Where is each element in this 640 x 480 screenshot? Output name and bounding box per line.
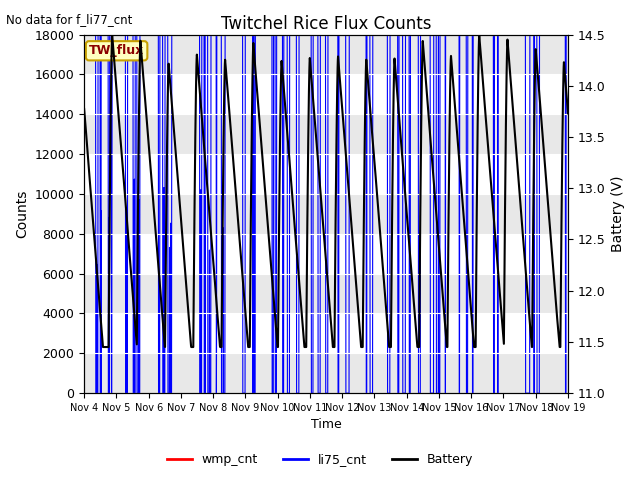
X-axis label: Time: Time	[310, 419, 341, 432]
Bar	[84, 274, 568, 313]
Title: Twitchel Rice Flux Counts: Twitchel Rice Flux Counts	[221, 15, 431, 33]
Y-axis label: Battery (V): Battery (V)	[611, 176, 625, 252]
Bar	[84, 35, 568, 74]
Bar	[84, 194, 568, 234]
Bar	[84, 114, 568, 154]
Bar	[84, 353, 568, 393]
Text: No data for f_li77_cnt: No data for f_li77_cnt	[6, 13, 132, 26]
Y-axis label: Counts: Counts	[15, 190, 29, 238]
Legend: wmp_cnt, li75_cnt, Battery: wmp_cnt, li75_cnt, Battery	[162, 448, 478, 471]
Text: TW_flux: TW_flux	[89, 44, 144, 57]
